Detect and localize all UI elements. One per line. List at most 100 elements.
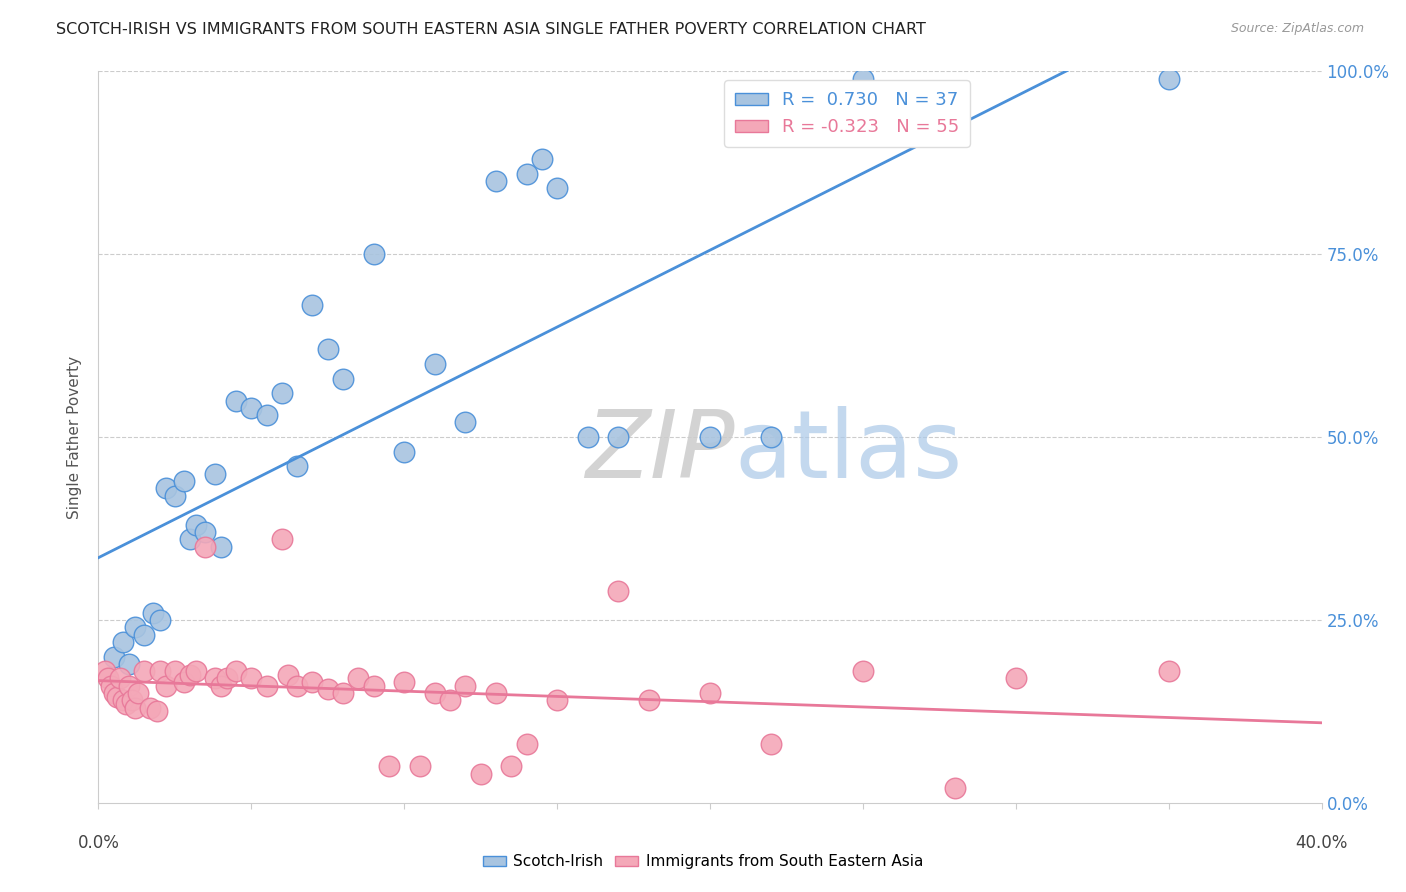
Point (277, 667, 299, 681)
Text: 40.0%: 40.0% (1295, 834, 1348, 852)
Point (145, 705, 167, 719)
Point (194, 525, 217, 540)
Point (270, 386, 294, 401)
Point (576, 430, 599, 444)
Point (363, 247, 385, 261)
Point (115, 697, 138, 711)
Point (121, 693, 143, 707)
Point (332, 371, 354, 385)
Point (100, 679, 122, 693)
Point (761, 737, 783, 751)
Point (155, 679, 177, 693)
Point (761, 430, 783, 444)
Text: atlas: atlas (734, 406, 963, 498)
Point (392, 675, 416, 690)
Point (470, 766, 492, 780)
Point (316, 343, 339, 357)
Point (155, 481, 177, 495)
Point (699, 686, 721, 700)
Point (194, 540, 217, 554)
Point (186, 664, 208, 678)
Point (204, 467, 226, 481)
Point (301, 675, 323, 690)
Point (501, 759, 523, 773)
Point (516, 737, 538, 751)
Point (378, 759, 401, 773)
Point (392, 444, 416, 458)
Point (93, 664, 115, 678)
Point (1157, 664, 1180, 678)
Point (149, 613, 172, 627)
Point (439, 693, 461, 707)
Point (852, 664, 875, 678)
Point (97, 672, 120, 686)
Point (118, 679, 141, 693)
Point (285, 679, 308, 693)
Point (134, 627, 156, 641)
Point (285, 459, 308, 474)
Point (225, 664, 247, 678)
Point (256, 679, 278, 693)
Point (638, 693, 661, 707)
Point (546, 693, 568, 707)
Point (142, 606, 165, 620)
Legend: Scotch-Irish, Immigrants from South Eastern Asia: Scotch-Irish, Immigrants from South East… (477, 848, 929, 875)
Point (163, 664, 186, 678)
Point (215, 672, 238, 686)
Point (1157, 71, 1180, 86)
Point (111, 693, 134, 707)
Point (1004, 672, 1026, 686)
Point (699, 430, 721, 444)
Point (173, 675, 195, 690)
Point (423, 357, 446, 371)
Point (240, 401, 263, 415)
Point (943, 781, 966, 796)
Point (607, 583, 630, 598)
Point (124, 620, 146, 634)
Point (149, 664, 172, 678)
Point (607, 430, 630, 444)
Point (163, 489, 186, 503)
Point (530, 152, 553, 166)
Point (423, 686, 446, 700)
Point (118, 657, 141, 671)
Point (186, 517, 208, 532)
Point (127, 686, 149, 700)
Legend: R =  0.730   N = 37, R = -0.323   N = 55: R = 0.730 N = 37, R = -0.323 N = 55 (724, 80, 970, 147)
Point (103, 649, 125, 664)
Text: SCOTCH-IRISH VS IMMIGRANTS FROM SOUTH EASTERN ASIA SINGLE FATHER POVERTY CORRELA: SCOTCH-IRISH VS IMMIGRANTS FROM SOUTH EA… (56, 22, 927, 37)
Point (316, 682, 339, 697)
Point (363, 679, 385, 693)
Point (139, 700, 162, 714)
Point (240, 672, 263, 686)
Point (209, 540, 232, 554)
Point (105, 690, 128, 704)
Point (225, 393, 247, 408)
Point (485, 174, 508, 188)
Text: 0.0%: 0.0% (77, 834, 120, 852)
Point (108, 672, 131, 686)
Point (103, 686, 125, 700)
Text: ZIP: ZIP (585, 406, 734, 497)
Y-axis label: Single Father Poverty: Single Father Poverty (67, 356, 83, 518)
Point (173, 474, 195, 488)
Point (256, 408, 278, 422)
Point (454, 679, 477, 693)
Point (408, 759, 430, 773)
Point (332, 686, 354, 700)
Point (134, 664, 156, 678)
Point (485, 686, 508, 700)
Point (204, 672, 226, 686)
Point (270, 533, 294, 547)
Point (179, 533, 201, 547)
Point (301, 298, 323, 312)
Point (179, 667, 201, 681)
Point (124, 700, 146, 714)
Text: Source: ZipAtlas.com: Source: ZipAtlas.com (1230, 22, 1364, 36)
Point (546, 181, 568, 195)
Point (454, 416, 477, 430)
Point (111, 635, 134, 649)
Point (852, 71, 875, 86)
Point (347, 672, 370, 686)
Point (209, 679, 232, 693)
